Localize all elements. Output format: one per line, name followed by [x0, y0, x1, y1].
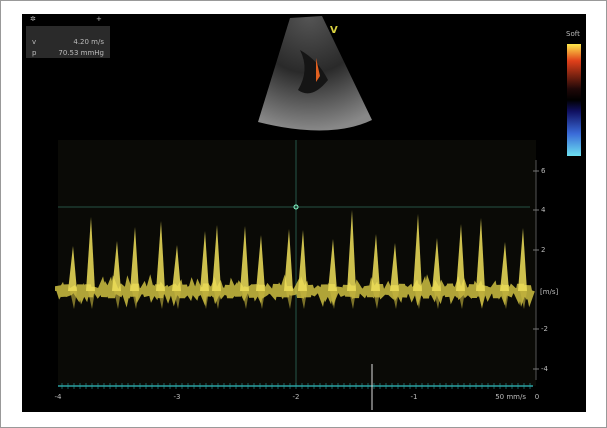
view-label: V [330, 25, 338, 36]
meas-label: p [32, 49, 37, 57]
doppler-area [58, 140, 536, 386]
icon: ✲ [30, 15, 36, 23]
screen: ✲ + v 4.20 m/s p 70.53 mmHg V Soft [m/s]… [0, 0, 607, 428]
colorbar-label: Soft [566, 30, 580, 38]
velocity-tick-label: -2 [541, 325, 548, 333]
sweep-speed: 50 mm/s [495, 393, 526, 401]
time-tick-label: 0 [535, 393, 539, 401]
time-tick-label: -1 [411, 393, 418, 401]
meas-label: v [32, 38, 36, 46]
time-tick-label: -2 [293, 393, 300, 401]
velocity-tick-label: 2 [541, 246, 545, 254]
velocity-tick-label: -4 [541, 365, 549, 373]
meas-value: 70.53 mmHg [58, 49, 104, 57]
axis-unit: [m/s] [540, 288, 559, 296]
time-tick-label: -3 [174, 393, 181, 401]
velocity-tick-label: 6 [541, 167, 546, 175]
meas-value: 4.20 m/s [73, 38, 104, 46]
colorbar [567, 44, 581, 156]
icon: + [96, 15, 102, 23]
velocity-tick-label: 4 [541, 206, 546, 214]
time-tick-label: -4 [55, 393, 63, 401]
